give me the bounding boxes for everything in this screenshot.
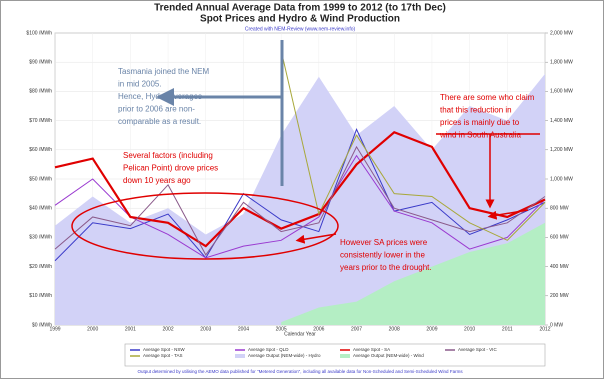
- legend-label: Average Output (NEM-wide) - Wind: [353, 353, 424, 358]
- x-tick-label: 2007: [351, 326, 362, 332]
- x-tick-label: 2004: [238, 326, 249, 332]
- legend-label: Average Spot - VIC: [458, 347, 497, 352]
- y-tick-label: $30 /MWh: [29, 235, 52, 241]
- annotation: prior to 2006 are non-: [118, 105, 195, 114]
- legend-swatch: [235, 354, 245, 358]
- y2-tick-label: 1,600 MW: [550, 89, 573, 95]
- y-tick-label: $0 /MWh: [32, 322, 52, 328]
- annotation: that this reduction in: [440, 106, 512, 115]
- x-tick-label: 2001: [125, 326, 136, 332]
- legend-swatch: [340, 354, 350, 358]
- y-tick-label: $90 /MWh: [29, 60, 52, 66]
- y-tick-label: $70 /MWh: [29, 118, 52, 124]
- legend-label: Average Spot - TAS: [143, 353, 183, 358]
- x-tick-label: 2000: [87, 326, 98, 332]
- area: [281, 222, 545, 325]
- x-tick-label: 2012: [539, 326, 550, 332]
- chart-subtitle: Spot Prices and Hydro & Wind Production: [200, 14, 400, 25]
- annotation: years prior to the drought.: [340, 263, 432, 272]
- x-tick-label: 2002: [163, 326, 174, 332]
- y2-tick-label: 600 MW: [550, 235, 569, 241]
- y2-tick-label: 0 MW: [550, 322, 563, 328]
- annotation: Tasmania joined the NEM: [118, 67, 209, 76]
- legend-label: Average Output (NEM-wide) - Hydro: [248, 353, 321, 358]
- annotation: There are some who claim: [440, 93, 535, 102]
- y-tick-label: $20 /MWh: [29, 264, 52, 270]
- y2-tick-label: 1,000 MW: [550, 176, 573, 182]
- x-tick-label: 2009: [426, 326, 437, 332]
- y2-tick-label: 800 MW: [550, 206, 569, 212]
- annotation: However SA prices were: [340, 238, 428, 247]
- y-tick-label: $100 /MWh: [26, 30, 52, 36]
- x-tick-label: 2011: [502, 326, 513, 332]
- x-tick-label: 2005: [276, 326, 287, 332]
- legend: [124, 343, 546, 367]
- annotation: Pelican Point) drove prices: [123, 164, 218, 173]
- annotation: down 10 years ago: [123, 176, 191, 185]
- credit: Created with NEM-Review (www.nem-review.…: [245, 26, 356, 32]
- y2-tick-label: 200 MW: [550, 293, 569, 299]
- x-axis-label: Calendar Year: [284, 331, 316, 337]
- chart-title: Trended Annual Average Data from 1999 to…: [154, 3, 446, 14]
- y-tick-label: $50 /MWh: [29, 176, 52, 182]
- y-tick-label: $80 /MWh: [29, 89, 52, 95]
- y2-tick-label: 2,000 MW: [550, 30, 573, 36]
- x-tick-label: 1999: [49, 326, 60, 332]
- footer: Output determined by utilising the AEMO …: [137, 369, 463, 374]
- annotation: wind in South Australia: [439, 131, 521, 140]
- y2-tick-label: 1,800 MW: [550, 60, 573, 66]
- y2-tick-label: 400 MW: [550, 264, 569, 270]
- x-tick-label: 2006: [313, 326, 324, 332]
- y2-tick-label: 1,400 MW: [550, 118, 573, 124]
- annotation: Hence, Hydro averages: [118, 92, 202, 101]
- x-tick-label: 2008: [389, 326, 400, 332]
- y-tick-label: $60 /MWh: [29, 147, 52, 153]
- annotation: consistently lower in the: [340, 251, 425, 260]
- legend-label: Average Spot - NSW: [143, 347, 185, 352]
- annotation: in mid 2005.: [118, 80, 162, 89]
- x-tick-label: 2003: [200, 326, 211, 332]
- legend-label: Average Spot - SA: [353, 347, 390, 352]
- y-tick-label: $40 /MWh: [29, 206, 52, 212]
- annotation: prices is mainly due to: [440, 118, 520, 127]
- annotation: comparable as a result.: [118, 117, 201, 126]
- legend-label: Average Spot - QLD: [248, 347, 289, 352]
- annotation: Several factors (including: [123, 151, 213, 160]
- y2-tick-label: 1,200 MW: [550, 147, 573, 153]
- y-tick-label: $10 /MWh: [29, 293, 52, 299]
- x-tick-label: 2010: [464, 326, 475, 332]
